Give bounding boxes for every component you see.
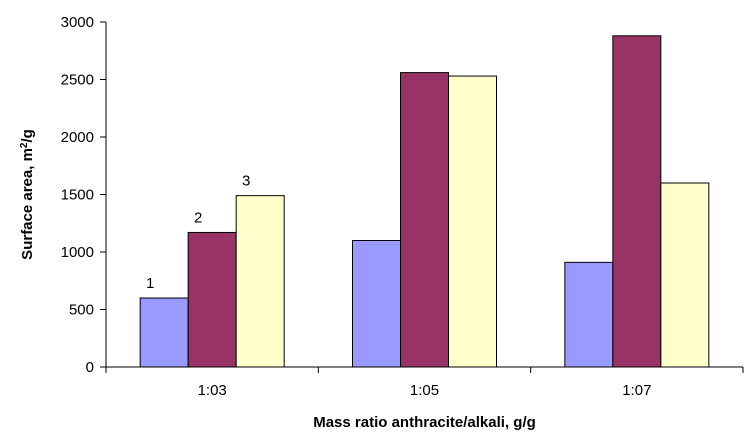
y-tick-label: 2000 [61,129,94,146]
y-tick-label: 0 [86,359,94,376]
y-axis-title-main: Surface area, m [19,148,36,260]
bar [564,261,614,368]
y-axis-title: Surface area, m2/g [19,129,37,260]
bar [612,35,662,368]
y-tick-label: 2500 [61,72,94,89]
bar [187,231,237,368]
bars [139,35,710,368]
y-tick-label: 500 [69,302,94,319]
y-tick-label: 1500 [61,187,94,204]
bar [448,75,497,368]
bar [660,182,710,368]
x-axis-ticks: 1:03 1:05 1:07 [105,367,744,399]
x-tick-label: 1:03 [198,382,227,399]
bar [139,297,189,368]
x-tick-label: 1:07 [622,382,651,399]
series-number-label: 1 [146,275,154,292]
x-tick-label: 1:05 [410,382,439,399]
bar [400,72,449,368]
series-number-label: 3 [242,173,250,190]
bar [235,195,285,368]
y-axis-ticks: 0 500 1000 1500 2000 2500 3000 [61,14,106,376]
bar [352,240,401,368]
y-tick-label: 3000 [61,14,94,31]
series-number-label: 2 [194,209,202,226]
y-axis-title-superscript: 2 [19,142,30,148]
x-axis-title: Mass ratio anthracite/alkali, g/g [313,414,536,431]
y-tick-label: 1000 [61,244,94,261]
bar-labels: 1 2 3 [146,173,250,292]
y-axis-title-tail: /g [19,129,36,142]
